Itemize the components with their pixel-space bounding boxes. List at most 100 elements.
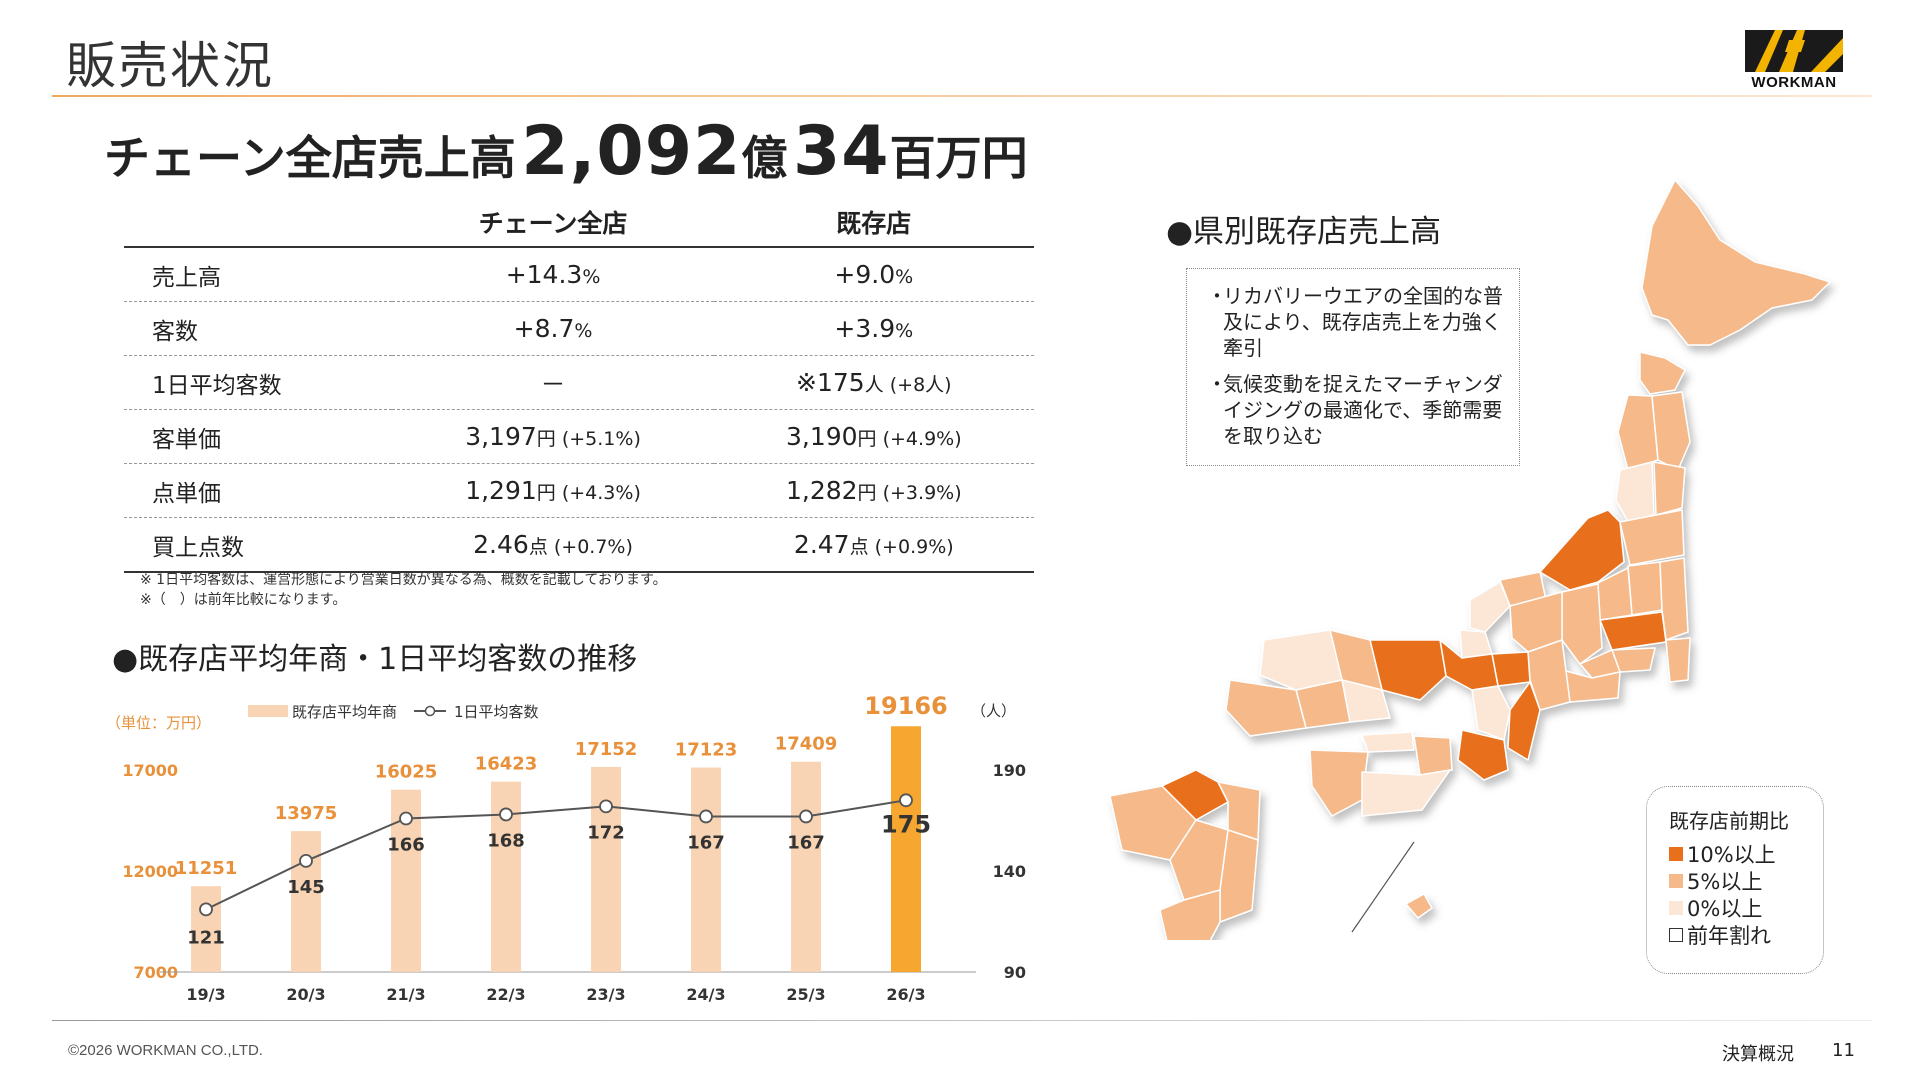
cell-value: ※175 xyxy=(796,368,865,397)
bar xyxy=(791,761,821,972)
map-region-okinawa xyxy=(1405,893,1433,919)
legend-swatch xyxy=(1669,846,1683,861)
page-number: 11 xyxy=(1832,1040,1855,1061)
table-row: 客数 +8.7% +3.9% xyxy=(124,301,1034,356)
table-row: 客単価 3,197円 (+5.1%) 3,190円 (+4.9%) xyxy=(124,409,1034,464)
line-point xyxy=(599,799,613,814)
map-region-yamagata xyxy=(1615,461,1655,523)
bar xyxy=(591,766,621,972)
cell-change: (+0.9%) xyxy=(868,536,954,558)
x-tick-label: 25/3 xyxy=(786,985,825,1004)
bar xyxy=(891,726,921,972)
bar xyxy=(291,831,321,972)
left-axis-label: （単位：万円） xyxy=(106,714,211,732)
cell-change: (+4.3%) xyxy=(555,482,641,504)
line-value-label: 167 xyxy=(787,832,825,853)
cell-unit: % xyxy=(895,320,914,342)
map-region-chiba xyxy=(1665,637,1691,683)
row-label: 客数 xyxy=(124,301,393,356)
legend-item: 0%以上 xyxy=(1669,894,1823,921)
map-region-miyagi xyxy=(1653,461,1686,516)
table-header-row: チェーン全店 既存店 xyxy=(124,198,1034,247)
cell-value: － xyxy=(540,369,566,399)
cell-change: (+3.9%) xyxy=(876,482,962,504)
map-region-aomori xyxy=(1639,351,1686,395)
cell-change: (+5.1%) xyxy=(555,428,641,450)
cell-existing: +3.9% xyxy=(713,301,1034,356)
headline-unit-oku: 億 xyxy=(741,131,788,185)
bar-value-label: 17152 xyxy=(575,739,638,760)
bar-value-label: 17409 xyxy=(775,734,838,755)
sales-trend-chart: （単位：万円） （人） 既存店平均年商 1日平均客数 7000 12000 17000 90 1… xyxy=(106,692,1026,1004)
cell-chain: +8.7% xyxy=(392,301,714,356)
cell-change: (+4.9%) xyxy=(876,428,962,450)
cell-change: (+0.7%) xyxy=(547,536,633,558)
cell-value: +3.9 xyxy=(834,314,896,343)
cell-chain: 3,197円 (+5.1%) xyxy=(392,409,714,464)
sales-headline: チェーン全店売上高 2,092億 34百万円 xyxy=(104,112,1028,191)
cell-chain: － xyxy=(392,355,714,410)
workman-logo: WORKMAN xyxy=(1740,30,1848,91)
cell-chain: 1,291円 (+4.3%) xyxy=(392,463,714,518)
x-tick-label: 21/3 xyxy=(386,985,425,1004)
legend-label: 0%以上 xyxy=(1687,896,1763,921)
chart-heading: ●既存店平均年商・1日平均客数の推移 xyxy=(112,642,638,677)
table-header-blank xyxy=(124,198,392,247)
row-label: 1日平均客数 xyxy=(124,355,393,410)
logo-wordmark: WORKMAN xyxy=(1751,74,1837,91)
legend-label: 5%以上 xyxy=(1687,869,1763,894)
map-region-ehime xyxy=(1309,749,1369,817)
map-region-tochigi xyxy=(1627,561,1663,616)
table-notes: ※ 1日平均客数は、運営形態により営業日数が異なる為、概数を記載しております。 … xyxy=(140,570,667,610)
line-point xyxy=(299,853,313,868)
left-tick-label: 12000 xyxy=(122,862,178,881)
cell-existing: +9.0% xyxy=(713,247,1034,302)
line-point xyxy=(799,809,813,824)
bar-value-label: 16025 xyxy=(375,762,438,783)
map-region-osaka-nara xyxy=(1471,685,1511,741)
x-tick-label: 23/3 xyxy=(586,985,625,1004)
bar xyxy=(691,767,721,972)
legend-item: 10%以上 xyxy=(1669,840,1823,867)
footer-divider xyxy=(52,1020,1872,1021)
cell-unit: 円 xyxy=(857,428,877,450)
table-note-1: ※ 1日平均客数は、運営形態により営業日数が異なる為、概数を記載しております。 xyxy=(140,572,667,588)
right-tick-label: 90 xyxy=(1004,963,1026,982)
legend-item: 前年割れ xyxy=(1669,921,1823,948)
x-tick-label: 24/3 xyxy=(686,985,725,1004)
line-point xyxy=(699,809,713,824)
table-row: 買上点数 2.46点 (+0.7%) 2.47点 (+0.9%) xyxy=(124,517,1034,573)
legend-bar-swatch xyxy=(248,705,288,717)
table-header-existing: 既存店 xyxy=(836,209,912,238)
bar-value-label: 17123 xyxy=(675,740,738,761)
right-axis-label: （人） xyxy=(971,702,1016,720)
map-region-miyazaki xyxy=(1219,829,1259,923)
cell-existing: 2.47点 (+0.9%) xyxy=(713,517,1034,573)
cell-chain: 2.46点 (+0.7%) xyxy=(392,517,714,573)
commentary-text: リカバリーウエアの全国的な普及により、既存店売上を力強く牽引 xyxy=(1223,284,1503,360)
cell-change: (+8人) xyxy=(883,374,952,396)
map-region-kagawa xyxy=(1361,731,1415,753)
cell-unit: 点 xyxy=(849,536,869,558)
logo-mark-icon xyxy=(1745,30,1843,72)
cell-existing: 3,190円 (+4.9%) xyxy=(713,409,1034,464)
line-value-label: 167 xyxy=(687,832,725,853)
cell-unit: % xyxy=(574,320,593,342)
table-row: 1日平均客数 － ※175人 (+8人) xyxy=(124,355,1034,410)
cell-value: 3,190 xyxy=(785,422,858,451)
bullet-mark: ・ xyxy=(1207,284,1227,308)
cell-unit: 点 xyxy=(528,536,548,558)
map-region-ibaraki xyxy=(1659,557,1689,641)
bar-value-label: 13975 xyxy=(275,803,338,824)
map-region-yamaguchi xyxy=(1225,679,1307,737)
map-region-nagano xyxy=(1561,583,1603,665)
map-region-wakayama xyxy=(1457,729,1509,781)
legend-swatch xyxy=(1669,927,1683,942)
cell-chain: +14.3% xyxy=(392,247,714,302)
map-region-kagoshima xyxy=(1159,889,1221,940)
cell-value: 2.46 xyxy=(473,530,529,559)
line-point xyxy=(499,807,513,822)
line-point xyxy=(899,793,913,808)
line-value-label: 175 xyxy=(881,810,931,838)
legend-line-label: 1日平均客数 xyxy=(454,703,539,721)
